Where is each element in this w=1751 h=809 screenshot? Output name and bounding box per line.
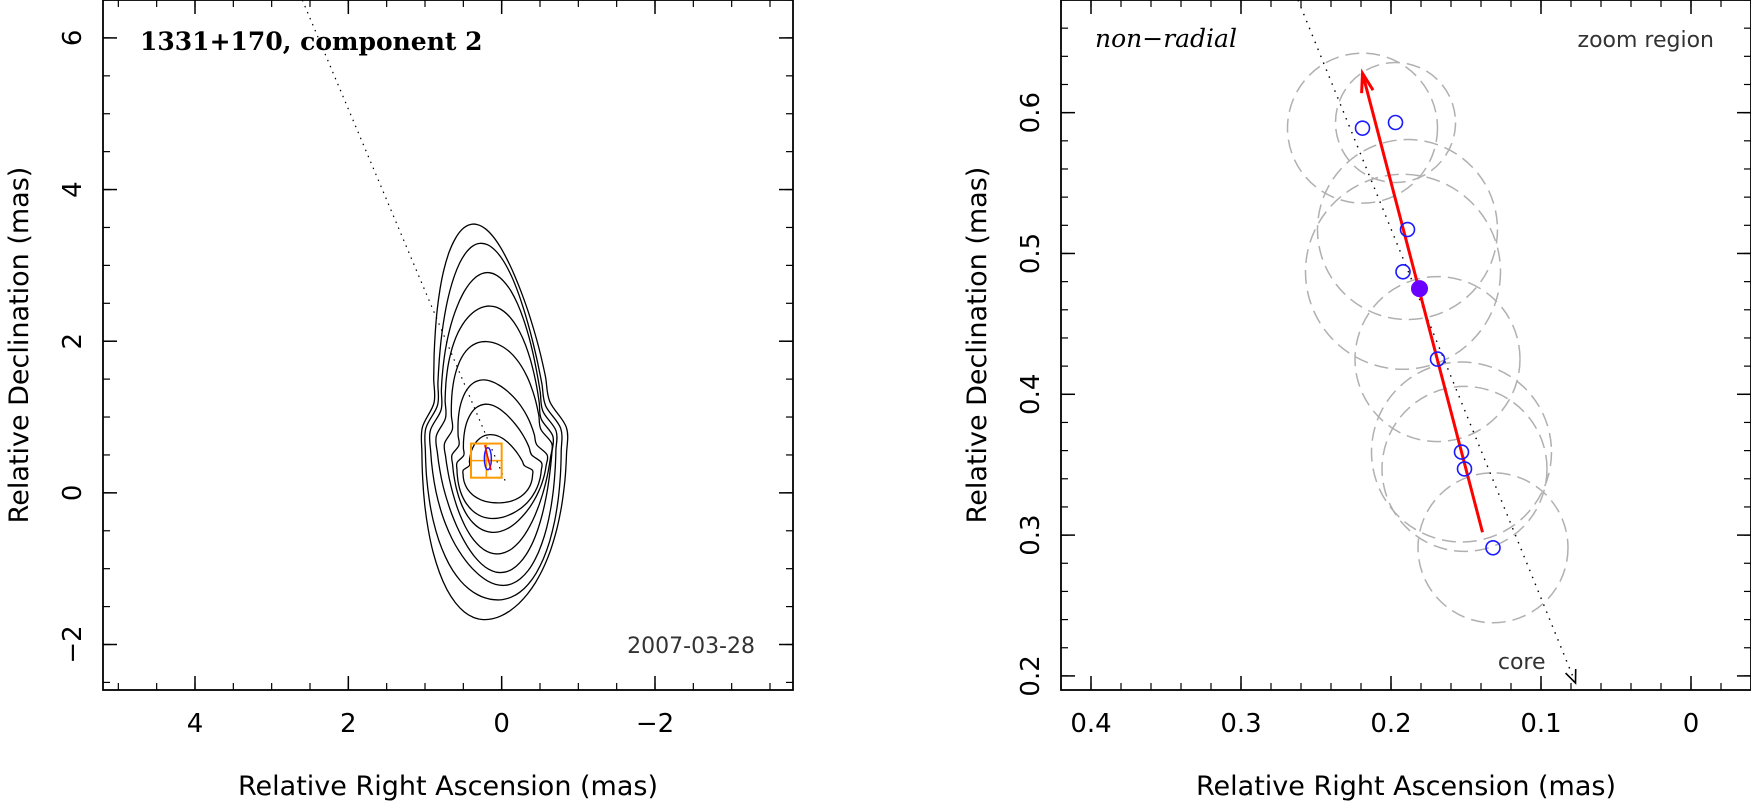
right-ticks: 0.4 0.3 0.2 0.1 0 0.2 0.3 0.4 0.5 0.6 <box>1016 0 1751 739</box>
y-tick-label: 0.2 <box>1016 655 1046 696</box>
component-cluster <box>483 446 493 471</box>
right-plot-frame <box>1060 0 1751 691</box>
left-date-label: 2007-03-28 <box>627 634 755 659</box>
y-tick-label: 6 <box>58 30 88 47</box>
position-marker <box>1387 114 1404 131</box>
y-tick-label: 4 <box>58 181 88 198</box>
mean-position-marker <box>1411 280 1428 298</box>
position-marker <box>1453 444 1470 460</box>
velocity-arrow-line <box>1361 72 1484 533</box>
right-zoom-label: zoom region <box>1578 28 1714 53</box>
right-panel-title: non−radial <box>1095 24 1237 53</box>
error-circle <box>1316 138 1499 321</box>
left-y-axis-title: Relative Declination (mas) <box>4 167 35 524</box>
right-panel: core 0.4 0.3 0.2 0.1 0 0.2 0.3 0.4 0.5 0.6 non−ra… <box>962 0 1751 802</box>
x-tick-label: 0 <box>493 709 510 739</box>
y-tick-label: 0.4 <box>1016 374 1046 415</box>
x-tick-label: 2 <box>340 709 357 739</box>
error-circle <box>1417 472 1569 624</box>
contour-line <box>455 403 543 520</box>
left-x-axis-title: Relative Right Ascension (mas) <box>238 771 658 802</box>
left-plot-frame <box>102 0 794 691</box>
core-arrowhead <box>1565 668 1577 685</box>
contour-line <box>424 242 563 601</box>
y-tick-label: −2 <box>58 625 88 663</box>
y-tick-label: 0.5 <box>1016 233 1046 274</box>
trajectory-dotted-line <box>301 0 507 482</box>
x-tick-label: 0.1 <box>1520 709 1561 739</box>
position-marker <box>1456 461 1473 477</box>
x-tick-label: 0 <box>1683 709 1700 739</box>
contour-line <box>443 340 554 555</box>
core-label: core <box>1498 650 1546 675</box>
left-ticks: 4 2 0 −2 6 4 2 0 −2 <box>58 0 793 739</box>
contour-line <box>450 379 549 534</box>
contour-line <box>435 305 555 574</box>
position-marker <box>1429 351 1446 367</box>
contour-line <box>462 433 534 504</box>
position-marker <box>1395 263 1411 280</box>
position-marker <box>1399 221 1416 238</box>
error-circle <box>1334 61 1457 184</box>
x-tick-label: 4 <box>187 709 204 739</box>
contour-line <box>428 271 558 587</box>
error-circle <box>1354 275 1521 443</box>
left-panel-title: 1331+170, component 2 <box>140 27 483 56</box>
x-tick-label: 0.3 <box>1220 709 1261 739</box>
right-y-axis-title: Relative Declination (mas) <box>962 167 993 524</box>
left-contours <box>301 0 569 621</box>
y-tick-label: 2 <box>58 333 88 350</box>
position-marker <box>1485 539 1501 556</box>
error-circle <box>1370 361 1553 543</box>
error-circle <box>1304 173 1502 371</box>
y-tick-label: 0 <box>58 485 88 502</box>
component-motion-arrow <box>484 444 492 471</box>
x-tick-label: 0.4 <box>1070 709 1111 739</box>
right-marks: core <box>1286 0 1577 685</box>
right-x-axis-title: Relative Right Ascension (mas) <box>1196 771 1616 802</box>
contour-line <box>420 223 569 621</box>
y-tick-label: 0.3 <box>1016 514 1046 555</box>
x-tick-label: 0.2 <box>1370 709 1411 739</box>
position-marker <box>1354 120 1371 136</box>
y-tick-label: 0.6 <box>1016 92 1046 133</box>
left-panel: 4 2 0 −2 6 4 2 0 −2 1331+170, component 2 2007-0… <box>4 0 794 802</box>
core-direction-line <box>1297 0 1577 684</box>
error-circle <box>1381 385 1548 553</box>
velocity-arrowhead <box>1360 68 1375 94</box>
error-circle <box>1286 52 1439 204</box>
x-tick-label: −2 <box>636 709 674 739</box>
